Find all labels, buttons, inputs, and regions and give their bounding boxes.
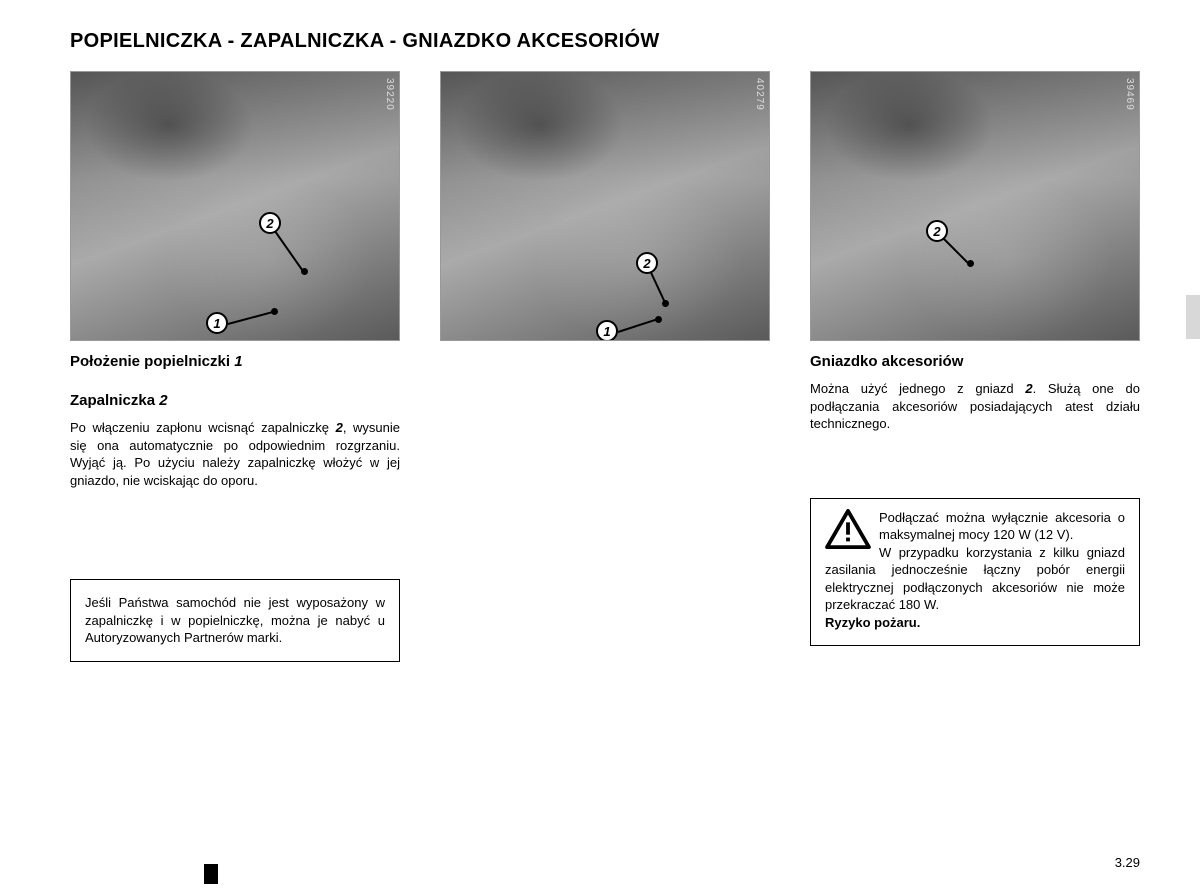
heading-ashtray-position: Położenie popielniczki 1 — [70, 353, 400, 370]
callout-dot — [967, 260, 974, 267]
heading-lighter: Zapalniczka 2 — [70, 392, 400, 409]
warning-icon — [825, 509, 871, 549]
heading-num: 2 — [159, 392, 167, 409]
photo-left: 39220 2 1 — [70, 71, 400, 341]
photo-right-id: 39469 — [1124, 78, 1135, 111]
warn-text-a: Podłączać można wyłącznie akcesoria o ma… — [879, 510, 1125, 543]
column-left: 39220 2 1 Położenie popielniczki 1 Zapal… — [70, 71, 400, 662]
callout-2: 2 — [636, 252, 658, 274]
callout-1: 1 — [206, 312, 228, 334]
photo-center-shade — [441, 72, 769, 340]
warn-text-b: W przypadku korzystania z kilku gniazd z… — [825, 545, 1125, 613]
heading-text: Zapalniczka — [70, 392, 159, 409]
warning-box: Podłączać można wyłącznie akcesoria o ma… — [810, 498, 1140, 647]
side-tab — [1186, 295, 1200, 339]
column-right: 39469 2 Gniazdko akcesoriów Można użyć j… — [810, 71, 1140, 662]
heading-text: Położenie popielniczki — [70, 353, 234, 370]
lighter-paragraph: Po włączeniu zapłonu wcisnąć zapalniczkę… — [70, 419, 400, 489]
inline-num: 2 — [336, 420, 343, 435]
callout-2: 2 — [259, 212, 281, 234]
photo-center: 40279 2 1 — [440, 71, 770, 341]
column-center: 40279 2 1 — [440, 71, 770, 662]
heading-accessory-socket: Gniazdko akcesoriów — [810, 353, 1140, 370]
page-number: 3.29 — [1115, 855, 1140, 870]
callout-dot — [271, 308, 278, 315]
callout-2: 2 — [926, 220, 948, 242]
note-text: Jeśli Państwa samochód nie jest wyposażo… — [85, 595, 385, 645]
inline-num: 2 — [1025, 381, 1032, 396]
photo-center-id: 40279 — [754, 78, 765, 111]
photo-left-shade — [71, 72, 399, 340]
heading-num: 1 — [234, 353, 242, 370]
callout-dot — [662, 300, 669, 307]
footer-mark — [204, 864, 218, 884]
photo-right-shade — [811, 72, 1139, 340]
text-a: Po włączeniu zapłonu wcisnąć zapalniczkę — [70, 420, 336, 435]
note-box: Jeśli Państwa samochód nie jest wyposażo… — [70, 579, 400, 662]
callout-dot — [301, 268, 308, 275]
socket-paragraph: Można użyć jednego z gniazd 2. Służą one… — [810, 380, 1140, 433]
text-a: Można użyć jednego z gniazd — [810, 381, 1025, 396]
photo-left-id: 39220 — [384, 78, 395, 111]
callout-dot — [655, 316, 662, 323]
page-title: POPIELNICZKA - ZAPALNICZKA - GNIAZDKO AK… — [70, 30, 1140, 53]
content-columns: 39220 2 1 Położenie popielniczki 1 Zapal… — [70, 71, 1140, 662]
warn-text-c: Ryzyko pożaru. — [825, 615, 920, 630]
photo-right: 39469 2 — [810, 71, 1140, 341]
callout-1: 1 — [596, 320, 618, 341]
